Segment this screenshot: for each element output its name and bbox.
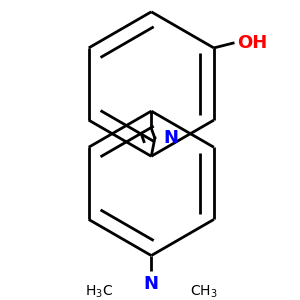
Text: H$_3$C: H$_3$C (85, 284, 112, 300)
Text: N: N (163, 129, 178, 147)
Text: OH: OH (237, 34, 267, 52)
Text: CH$_3$: CH$_3$ (190, 284, 218, 300)
Text: N: N (144, 275, 159, 293)
